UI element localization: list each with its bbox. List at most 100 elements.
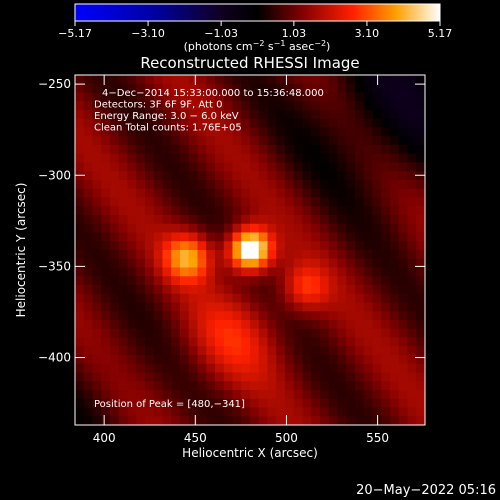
- heatmap-cell: [153, 267, 163, 277]
- heatmap-cell: [188, 372, 198, 382]
- heatmap-cell: [363, 381, 373, 391]
- heatmap-cell: [110, 267, 120, 277]
- heatmap-cell: [92, 320, 102, 330]
- heatmap-cell: [127, 180, 137, 190]
- heatmap-cell: [136, 171, 146, 181]
- heatmap-cell: [153, 285, 163, 295]
- heatmap-cell: [188, 398, 198, 408]
- heatmap-cell: [206, 311, 216, 321]
- heatmap-cell: [346, 101, 356, 111]
- heatmap-cell: [302, 206, 312, 216]
- heatmap-cell: [372, 390, 382, 400]
- heatmap-cell: [118, 110, 128, 120]
- heatmap-cell: [153, 302, 163, 312]
- heatmap-cell: [75, 416, 85, 425]
- heatmap-cell: [241, 320, 251, 330]
- heatmap-cell: [320, 101, 330, 111]
- heatmap-cell: [258, 285, 268, 295]
- heatmap-cell: [162, 311, 172, 321]
- heatmap-cell: [127, 355, 137, 365]
- heatmap-cell: [337, 398, 347, 408]
- heatmap-cell: [215, 337, 225, 347]
- heatmap-cell: [75, 206, 85, 216]
- heatmap-cell: [337, 258, 347, 268]
- heatmap-cell: [197, 118, 207, 128]
- heatmap-cell: [381, 390, 391, 400]
- heatmap-cell: [75, 223, 85, 233]
- heatmap-cell: [416, 118, 425, 128]
- colorbar-tick-label: −3.10: [131, 27, 165, 40]
- heatmap-cell: [302, 127, 312, 137]
- heatmap-cell: [285, 206, 295, 216]
- heatmap-cell: [381, 267, 391, 277]
- heatmap-cell: [293, 320, 303, 330]
- heatmap-cell: [390, 381, 400, 391]
- heatmap-cell: [372, 311, 382, 321]
- heatmap-cell: [83, 171, 93, 181]
- heatmap-cell: [390, 320, 400, 330]
- heatmap-cell: [267, 311, 277, 321]
- heatmap-cell: [285, 390, 295, 400]
- heatmap-cell: [398, 215, 408, 225]
- heatmap-cell: [285, 162, 295, 172]
- heatmap-cell: [355, 145, 365, 155]
- heatmap-cell: [293, 241, 303, 251]
- heatmap-cell: [127, 390, 137, 400]
- heatmap-cell: [188, 232, 198, 242]
- heatmap-cell: [215, 363, 225, 373]
- heatmap-cell: [232, 110, 242, 120]
- heatmap-cell: [92, 180, 102, 190]
- heatmap-cell: [302, 250, 312, 260]
- heatmap-cell: [398, 320, 408, 330]
- heatmap-cell: [276, 136, 286, 146]
- heatmap-cell: [390, 328, 400, 338]
- heatmap-cell: [407, 311, 417, 321]
- heatmap-cell: [153, 136, 163, 146]
- heatmap-cell: [92, 346, 102, 356]
- heatmap-cell: [145, 232, 155, 242]
- heatmap-cell: [241, 241, 251, 251]
- heatmap-cell: [145, 416, 155, 425]
- heatmap-cell: [188, 346, 198, 356]
- heatmap-cell: [197, 180, 207, 190]
- heatmap-cell: [206, 293, 216, 303]
- heatmap-cell: [416, 101, 425, 111]
- heatmap-cell: [136, 302, 146, 312]
- heatmap-cell: [398, 232, 408, 242]
- heatmap-cell: [355, 75, 365, 85]
- heatmap-cell: [267, 416, 277, 425]
- heatmap-cell: [180, 127, 190, 137]
- heatmap-cell: [390, 92, 400, 102]
- heatmap-cell: [83, 346, 93, 356]
- heatmap-cell: [171, 267, 181, 277]
- heatmap-cell: [346, 110, 356, 120]
- heatmap-cell: [83, 223, 93, 233]
- heatmap-cell: [355, 328, 365, 338]
- heatmap-cell: [136, 390, 146, 400]
- heatmap-cell: [407, 197, 417, 207]
- heatmap-cell: [346, 136, 356, 146]
- heatmap-cell: [407, 363, 417, 373]
- heatmap-cell: [372, 346, 382, 356]
- heatmap-cell: [101, 337, 111, 347]
- heatmap-cell: [180, 293, 190, 303]
- heatmap-cell: [320, 223, 330, 233]
- heatmap-cell: [83, 293, 93, 303]
- heatmap-cell: [171, 127, 181, 137]
- heatmap-cell: [241, 171, 251, 181]
- heatmap-cell: [285, 180, 295, 190]
- heatmap-cell: [197, 197, 207, 207]
- heatmap-cell: [171, 416, 181, 425]
- heatmap-cell: [75, 92, 85, 102]
- heatmap-cell: [250, 241, 260, 251]
- heatmap-cell: [188, 293, 198, 303]
- heatmap-cell: [267, 337, 277, 347]
- heatmap-cell: [346, 337, 356, 347]
- heatmap-cell: [215, 180, 225, 190]
- heatmap-cell: [127, 241, 137, 251]
- heatmap-cell: [293, 127, 303, 137]
- heatmap-cell: [180, 92, 190, 102]
- heatmap-cell: [92, 276, 102, 286]
- heatmap-cell: [162, 180, 172, 190]
- heatmap-cell: [320, 162, 330, 172]
